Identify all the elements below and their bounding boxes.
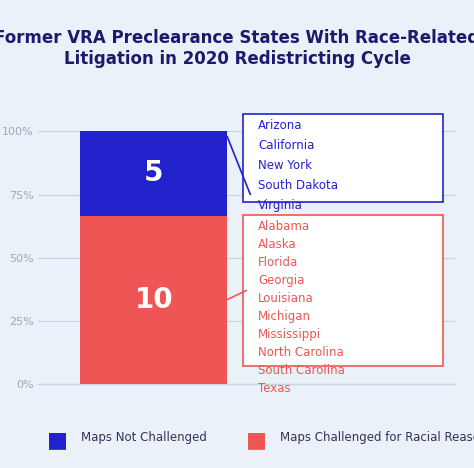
- Bar: [81, 216, 227, 384]
- Bar: [81, 132, 227, 216]
- Text: Maps Challenged for Racial Reasons: Maps Challenged for Racial Reasons: [280, 431, 474, 444]
- Text: ■: ■: [246, 430, 267, 450]
- Text: Former VRA Preclearance States With Race-Related
Litigation in 2020 Redistrictin: Former VRA Preclearance States With Race…: [0, 29, 474, 68]
- Text: Arizona
California
New York
South Dakota
Virginia: Arizona California New York South Dakota…: [258, 119, 338, 212]
- FancyBboxPatch shape: [243, 215, 444, 366]
- Text: Maps Not Challenged: Maps Not Challenged: [81, 431, 207, 444]
- Text: ■: ■: [47, 430, 68, 450]
- Text: Alabama
Alaska
Florida
Georgia
Louisiana
Michigan
Mississippi
North Carolina
Sou: Alabama Alaska Florida Georgia Louisiana…: [258, 220, 345, 395]
- Text: 10: 10: [135, 285, 173, 314]
- Text: 5: 5: [144, 160, 164, 188]
- FancyBboxPatch shape: [243, 114, 444, 202]
